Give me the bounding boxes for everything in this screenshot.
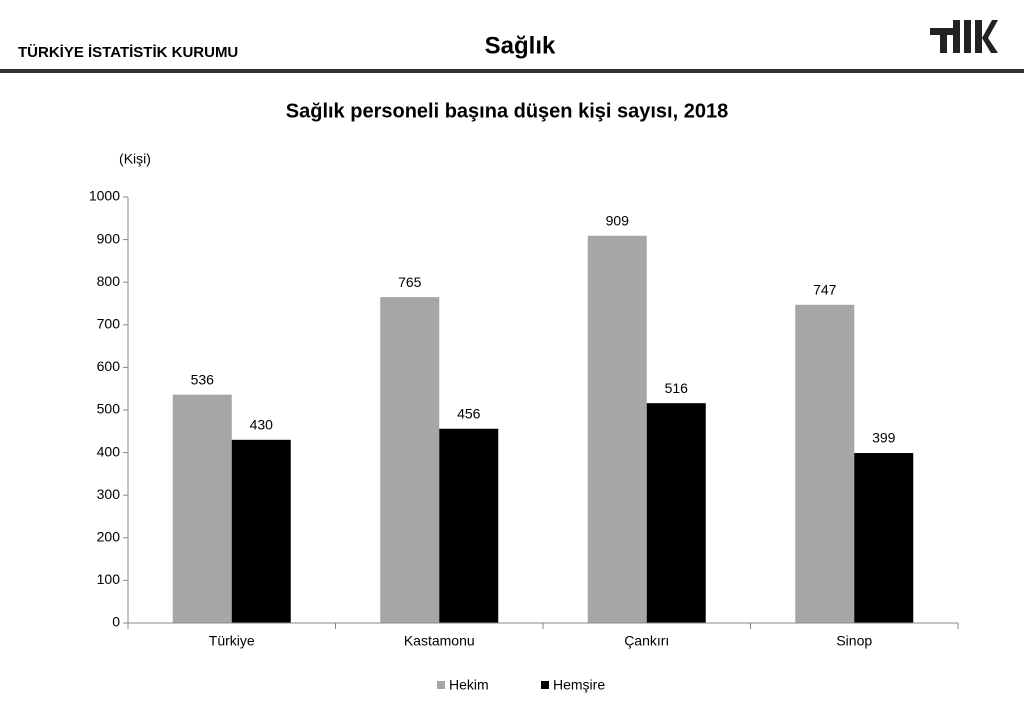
y-tick-label: 800	[97, 273, 121, 289]
y-tick-label: 0	[112, 614, 120, 630]
bar	[854, 453, 914, 623]
x-tick-label: Kastamonu	[404, 633, 475, 649]
bar	[172, 394, 232, 623]
bar	[231, 439, 291, 623]
logo	[930, 20, 998, 53]
y-tick-label: 500	[97, 401, 121, 417]
y-tick-label: 300	[97, 486, 121, 502]
bar	[587, 235, 647, 624]
value-label: 909	[606, 212, 630, 228]
value-label: 536	[191, 371, 215, 387]
institution: TÜRKİYE İSTATİSTİK KURUMU	[18, 44, 238, 61]
bar	[646, 403, 706, 623]
value-label: 456	[457, 405, 481, 421]
x-tick-label: Çankırı	[624, 633, 669, 649]
header-rule	[0, 69, 1024, 73]
x-tick-label: Sinop	[836, 633, 872, 649]
x-tick-label: Türkiye	[209, 633, 255, 649]
legend-label: Hemşire	[553, 677, 605, 693]
y-tick-label: 700	[97, 316, 121, 332]
y-tick-label: 900	[97, 230, 121, 246]
legend-swatch	[437, 681, 445, 689]
section-title: Sağlık	[485, 32, 556, 59]
legend-swatch	[541, 681, 549, 689]
y-tick-label: 1000	[89, 188, 120, 204]
y-tick-label: 400	[97, 443, 121, 459]
value-label: 430	[250, 417, 274, 433]
y-tick-label: 200	[97, 529, 121, 545]
value-label: 399	[872, 430, 896, 446]
legend-label: Hekim	[449, 677, 489, 693]
chart-title: Sağlık personeli başına düşen kişi sayıs…	[286, 100, 728, 122]
value-label: 765	[398, 274, 422, 290]
y-axis-label: (Kişi)	[119, 151, 151, 167]
bar	[795, 304, 855, 623]
value-label: 747	[813, 281, 837, 297]
bar	[439, 428, 499, 623]
y-tick-label: 600	[97, 358, 121, 374]
value-label: 516	[665, 380, 689, 396]
y-tick-label: 100	[97, 571, 121, 587]
bar	[380, 297, 440, 623]
